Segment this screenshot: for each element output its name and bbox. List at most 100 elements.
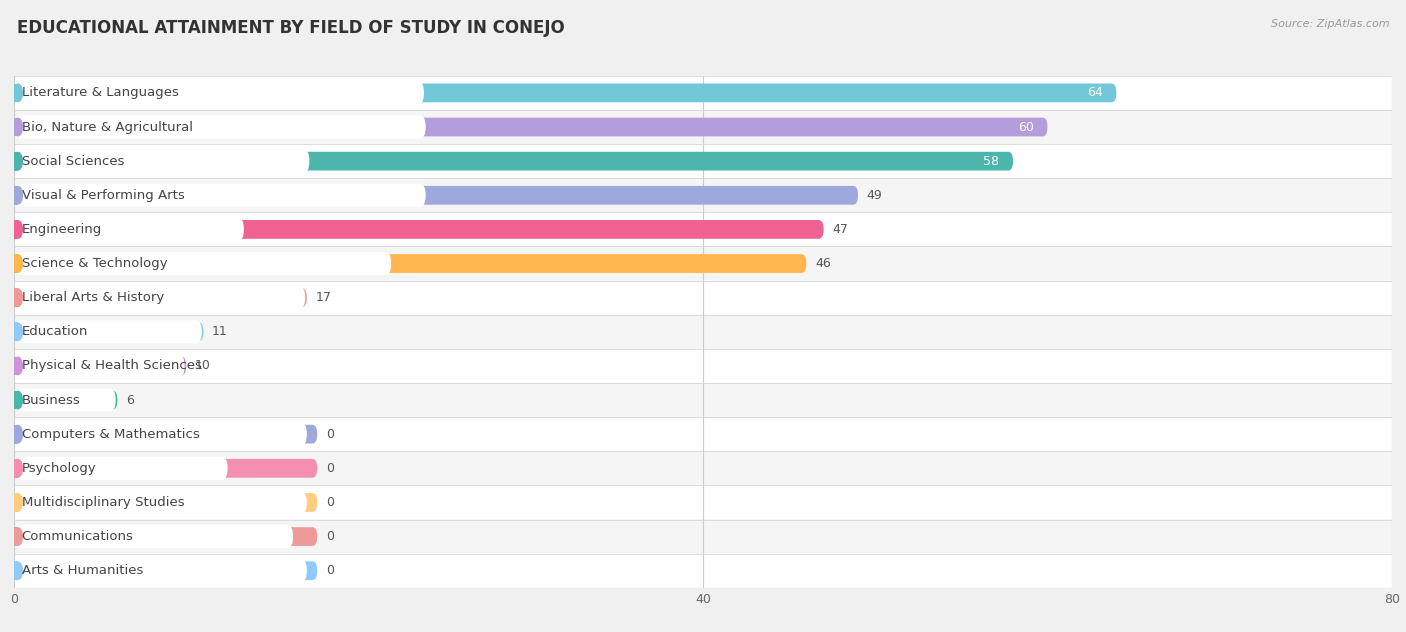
FancyBboxPatch shape: [18, 493, 318, 512]
Text: Computers & Mathematics: Computers & Mathematics: [21, 428, 200, 441]
Circle shape: [14, 289, 22, 307]
FancyBboxPatch shape: [18, 391, 118, 410]
Circle shape: [14, 528, 22, 545]
Text: 0: 0: [326, 462, 333, 475]
FancyBboxPatch shape: [14, 288, 27, 307]
FancyBboxPatch shape: [14, 178, 1392, 212]
FancyBboxPatch shape: [15, 423, 307, 446]
FancyBboxPatch shape: [15, 320, 202, 343]
FancyBboxPatch shape: [15, 491, 307, 514]
FancyBboxPatch shape: [14, 527, 27, 546]
FancyBboxPatch shape: [18, 83, 1116, 102]
Text: 0: 0: [326, 530, 333, 543]
Circle shape: [14, 494, 22, 511]
Circle shape: [14, 459, 22, 477]
Text: Business: Business: [21, 394, 80, 406]
Circle shape: [14, 221, 22, 238]
FancyBboxPatch shape: [14, 220, 27, 239]
FancyBboxPatch shape: [15, 355, 184, 377]
FancyBboxPatch shape: [15, 150, 309, 173]
FancyBboxPatch shape: [14, 83, 27, 102]
Text: Science & Technology: Science & Technology: [21, 257, 167, 270]
Text: 64: 64: [1087, 87, 1102, 99]
Text: Education: Education: [21, 325, 89, 338]
FancyBboxPatch shape: [14, 76, 1392, 110]
FancyBboxPatch shape: [18, 152, 1012, 171]
FancyBboxPatch shape: [14, 391, 27, 410]
Text: Psychology: Psychology: [21, 462, 96, 475]
Text: 46: 46: [815, 257, 831, 270]
FancyBboxPatch shape: [15, 252, 391, 275]
FancyBboxPatch shape: [14, 246, 1392, 281]
FancyBboxPatch shape: [15, 286, 305, 309]
FancyBboxPatch shape: [14, 349, 1392, 383]
FancyBboxPatch shape: [15, 116, 426, 138]
FancyBboxPatch shape: [14, 315, 1392, 349]
FancyBboxPatch shape: [14, 144, 1392, 178]
FancyBboxPatch shape: [14, 281, 1392, 315]
FancyBboxPatch shape: [15, 457, 228, 480]
FancyBboxPatch shape: [14, 186, 27, 205]
Circle shape: [14, 255, 22, 272]
FancyBboxPatch shape: [18, 527, 318, 546]
FancyBboxPatch shape: [14, 322, 27, 341]
Text: Physical & Health Sciences: Physical & Health Sciences: [21, 360, 201, 372]
FancyBboxPatch shape: [18, 356, 186, 375]
FancyBboxPatch shape: [14, 118, 27, 137]
Circle shape: [14, 118, 22, 136]
Text: 0: 0: [326, 496, 333, 509]
FancyBboxPatch shape: [15, 184, 426, 207]
FancyBboxPatch shape: [15, 82, 425, 104]
Text: Social Sciences: Social Sciences: [21, 155, 124, 167]
Text: 11: 11: [212, 325, 228, 338]
FancyBboxPatch shape: [14, 459, 27, 478]
FancyBboxPatch shape: [14, 493, 27, 512]
FancyBboxPatch shape: [18, 459, 318, 478]
FancyBboxPatch shape: [14, 425, 27, 444]
Circle shape: [14, 425, 22, 443]
Text: 0: 0: [326, 564, 333, 577]
Text: 0: 0: [326, 428, 333, 441]
FancyBboxPatch shape: [18, 561, 318, 580]
FancyBboxPatch shape: [18, 186, 858, 205]
Text: Communications: Communications: [21, 530, 134, 543]
FancyBboxPatch shape: [18, 220, 824, 239]
Text: 10: 10: [195, 360, 211, 372]
FancyBboxPatch shape: [15, 218, 245, 241]
Text: EDUCATIONAL ATTAINMENT BY FIELD OF STUDY IN CONEJO: EDUCATIONAL ATTAINMENT BY FIELD OF STUDY…: [17, 19, 565, 37]
Text: Engineering: Engineering: [21, 223, 101, 236]
FancyBboxPatch shape: [18, 118, 1047, 137]
FancyBboxPatch shape: [18, 288, 307, 307]
Text: Bio, Nature & Agricultural: Bio, Nature & Agricultural: [21, 121, 193, 133]
FancyBboxPatch shape: [14, 254, 27, 273]
Text: 49: 49: [866, 189, 883, 202]
Text: Visual & Performing Arts: Visual & Performing Arts: [21, 189, 184, 202]
FancyBboxPatch shape: [14, 417, 1392, 451]
FancyBboxPatch shape: [14, 520, 1392, 554]
Text: Source: ZipAtlas.com: Source: ZipAtlas.com: [1271, 19, 1389, 29]
Text: 47: 47: [832, 223, 848, 236]
Circle shape: [14, 391, 22, 409]
Circle shape: [14, 323, 22, 341]
Text: Multidisciplinary Studies: Multidisciplinary Studies: [21, 496, 184, 509]
FancyBboxPatch shape: [14, 561, 27, 580]
Circle shape: [14, 357, 22, 375]
Text: Literature & Languages: Literature & Languages: [21, 87, 179, 99]
FancyBboxPatch shape: [14, 451, 1392, 485]
FancyBboxPatch shape: [14, 485, 1392, 520]
FancyBboxPatch shape: [18, 322, 204, 341]
Text: 60: 60: [1018, 121, 1033, 133]
Text: 17: 17: [315, 291, 332, 304]
FancyBboxPatch shape: [18, 254, 807, 273]
FancyBboxPatch shape: [14, 152, 27, 171]
FancyBboxPatch shape: [14, 212, 1392, 246]
Circle shape: [14, 84, 22, 102]
Text: Arts & Humanities: Arts & Humanities: [21, 564, 143, 577]
FancyBboxPatch shape: [14, 383, 1392, 417]
Text: Liberal Arts & History: Liberal Arts & History: [21, 291, 163, 304]
FancyBboxPatch shape: [14, 554, 1392, 588]
Circle shape: [14, 186, 22, 204]
FancyBboxPatch shape: [18, 425, 318, 444]
FancyBboxPatch shape: [14, 356, 27, 375]
FancyBboxPatch shape: [15, 389, 115, 411]
